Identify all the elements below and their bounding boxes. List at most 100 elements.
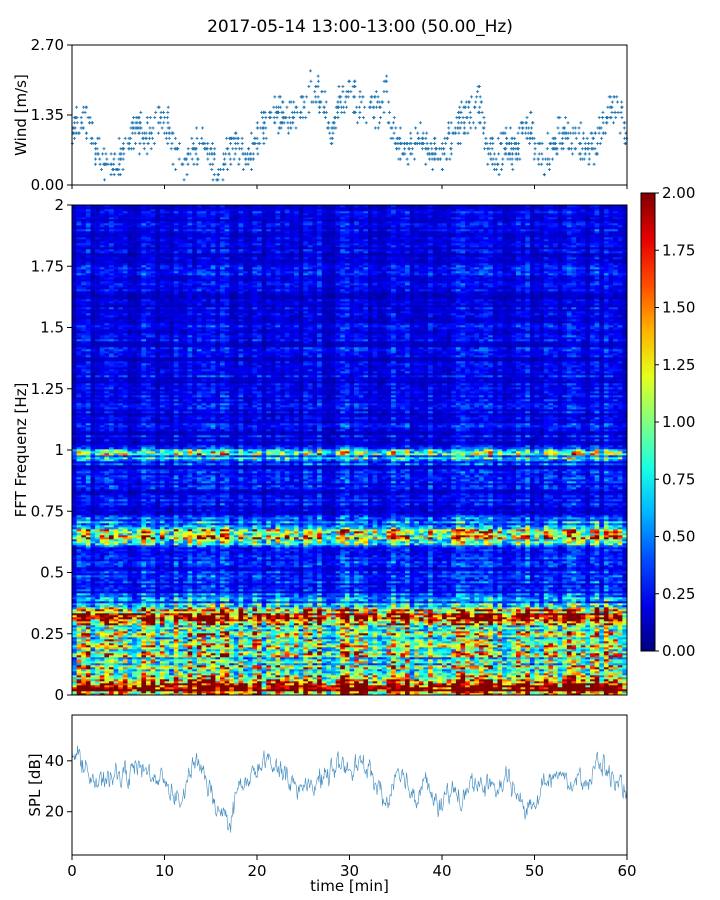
- heatmap-cell: [72, 641, 77, 644]
- wind-point: [262, 136, 266, 140]
- heatmap-cell: [252, 691, 258, 694]
- heatmap-cell: [506, 653, 512, 656]
- heatmap-cell: [192, 639, 198, 642]
- wind-point: [212, 173, 216, 177]
- heatmap-cell: [136, 663, 142, 666]
- heatmap-cell: [284, 685, 290, 688]
- heatmap-cell: [183, 649, 188, 652]
- heatmap-cell: [492, 655, 498, 658]
- heatmap-cell: [465, 645, 471, 648]
- heatmap-cell: [307, 669, 313, 672]
- heatmap-cell: [386, 645, 392, 648]
- heatmap-cell: [317, 669, 323, 672]
- heatmap-cell: [479, 683, 484, 686]
- heatmap-cell: [90, 685, 96, 688]
- heatmap-cell: [474, 689, 480, 692]
- heatmap-cell: [474, 687, 480, 690]
- heatmap-cell: [479, 665, 484, 668]
- heatmap-cell: [85, 677, 91, 680]
- heatmap-cell: [428, 637, 434, 640]
- wind-point: [258, 142, 262, 146]
- heatmap-cell: [405, 691, 410, 694]
- wind-point: [574, 147, 578, 151]
- heatmap-cell: [312, 641, 318, 644]
- heatmap-cell: [418, 633, 424, 636]
- heatmap-cell: [72, 649, 77, 652]
- heatmap-cell: [150, 677, 156, 680]
- wind-point: [200, 136, 204, 140]
- heatmap-cell: [155, 681, 161, 684]
- heatmap-cell: [173, 659, 179, 662]
- heatmap-cell: [257, 633, 262, 636]
- heatmap-cell: [118, 643, 124, 646]
- heatmap-cell: [261, 683, 267, 686]
- heatmap-cell: [266, 669, 272, 672]
- wind-point: [243, 157, 247, 161]
- heatmap-cell: [173, 653, 179, 656]
- heatmap-cell: [238, 659, 244, 662]
- heatmap-cell: [215, 659, 221, 662]
- heatmap-cell: [502, 643, 508, 646]
- heatmap-cell: [599, 643, 605, 646]
- heatmap-cell: [136, 661, 142, 664]
- wind-point: [139, 126, 143, 130]
- wind-y-tick-label: 0.00: [31, 176, 64, 194]
- heatmap-cell: [409, 639, 415, 642]
- heatmap-cell: [437, 663, 443, 666]
- heatmap-cell: [580, 687, 586, 690]
- heatmap-cell: [460, 651, 466, 654]
- heatmap-cell: [377, 691, 383, 694]
- wind-point: [247, 147, 251, 151]
- heatmap-cell: [90, 635, 96, 638]
- heatmap-cell: [81, 647, 87, 650]
- heatmap-cell: [446, 657, 452, 660]
- heatmap-cell: [335, 643, 341, 646]
- heatmap-cell: [594, 653, 600, 656]
- heatmap-cell: [136, 647, 142, 650]
- heatmap-cell: [81, 669, 87, 672]
- heatmap-cell: [525, 673, 531, 676]
- heatmap-cell: [243, 655, 249, 658]
- wind-point: [240, 142, 244, 146]
- heatmap-cell: [196, 671, 202, 674]
- heatmap-cell: [566, 661, 572, 664]
- heatmap-cell: [224, 675, 230, 678]
- heatmap-cell: [562, 649, 568, 652]
- heatmap-cell: [386, 677, 392, 680]
- heatmap-cell: [428, 657, 434, 660]
- heatmap-cell: [497, 681, 503, 684]
- heatmap-cell: [104, 651, 110, 654]
- heatmap-cell: [400, 657, 406, 660]
- wind-plot-frame: [71, 44, 628, 186]
- heatmap-cell: [210, 657, 216, 660]
- heatmap-cell: [548, 659, 554, 662]
- heatmap-cell: [201, 665, 207, 668]
- wind-point: [582, 157, 586, 161]
- heatmap-cell: [511, 691, 517, 694]
- heatmap-cell: [502, 673, 508, 676]
- heatmap-cell: [187, 645, 193, 648]
- heatmap-cell: [164, 683, 170, 686]
- heatmap-cell: [488, 687, 494, 690]
- heatmap-cell: [381, 673, 387, 676]
- heatmap-cell: [358, 649, 364, 652]
- heatmap-cell: [192, 673, 198, 676]
- heatmap-cell: [608, 687, 614, 690]
- heatmap-cell: [492, 637, 498, 640]
- heatmap-cell: [395, 641, 401, 644]
- heatmap-cell: [104, 631, 110, 634]
- heatmap-cell: [294, 649, 299, 652]
- heatmap-cell: [252, 685, 258, 688]
- wind-point: [620, 116, 624, 120]
- heatmap-cell: [451, 631, 457, 634]
- heatmap-cell: [307, 663, 313, 666]
- heatmap-cell: [220, 691, 225, 694]
- heatmap-cell: [525, 671, 531, 674]
- heatmap-cell: [215, 683, 221, 686]
- heatmap-cell: [169, 635, 175, 638]
- heatmap-cell: [284, 687, 290, 690]
- heatmap-cell: [386, 633, 392, 636]
- heatmap-cell: [257, 675, 262, 678]
- heatmap-cell: [566, 679, 572, 682]
- heatmap-cell: [136, 679, 142, 682]
